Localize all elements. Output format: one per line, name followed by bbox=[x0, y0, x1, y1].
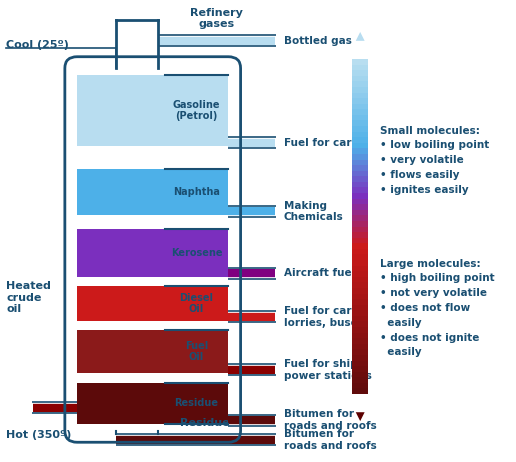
Bar bbox=[352, 338, 368, 344]
Bar bbox=[352, 299, 368, 305]
Text: Residue: Residue bbox=[174, 398, 219, 408]
Text: Refinery
gases: Refinery gases bbox=[190, 7, 243, 29]
Bar bbox=[352, 322, 368, 327]
Bar bbox=[352, 115, 368, 121]
Bar bbox=[352, 372, 368, 377]
Bar bbox=[352, 182, 368, 188]
Bar bbox=[352, 344, 368, 349]
Bar bbox=[352, 271, 368, 277]
Text: Heated
crude
oil: Heated crude oil bbox=[6, 281, 51, 314]
Bar bbox=[352, 188, 368, 193]
Bar bbox=[352, 199, 368, 204]
Text: Bitumen for
roads and roofs: Bitumen for roads and roofs bbox=[284, 409, 376, 431]
Bar bbox=[352, 103, 368, 109]
Bar bbox=[352, 65, 368, 70]
Text: Bitumen for
roads and roofs: Bitumen for roads and roofs bbox=[284, 429, 376, 451]
Bar bbox=[352, 132, 368, 137]
Bar bbox=[352, 255, 368, 260]
Bar bbox=[352, 282, 368, 288]
Bar bbox=[352, 148, 368, 154]
Bar bbox=[352, 87, 368, 92]
Bar bbox=[352, 143, 368, 148]
Bar bbox=[352, 98, 368, 103]
Bar bbox=[352, 204, 368, 210]
Bar bbox=[352, 232, 368, 238]
Bar bbox=[352, 377, 368, 383]
Bar bbox=[352, 366, 368, 372]
Bar bbox=[352, 215, 368, 221]
Bar bbox=[352, 333, 368, 338]
Bar bbox=[352, 243, 368, 249]
Bar bbox=[352, 389, 368, 394]
Text: Residue: Residue bbox=[181, 419, 230, 428]
FancyBboxPatch shape bbox=[65, 57, 240, 442]
Bar bbox=[352, 266, 368, 271]
Bar bbox=[352, 349, 368, 355]
Bar bbox=[352, 81, 368, 87]
Bar bbox=[352, 260, 368, 266]
Text: Fuel
Oil: Fuel Oil bbox=[185, 341, 208, 362]
Bar bbox=[352, 59, 368, 65]
Bar bbox=[79, 229, 165, 277]
Text: Fuel for ships,
power stations: Fuel for ships, power stations bbox=[284, 359, 372, 381]
Text: Cool (25º): Cool (25º) bbox=[6, 40, 69, 50]
Bar bbox=[77, 169, 229, 215]
Text: Small molecules:
• low boiling point
• very volatile
• flows easily
• ignites ea: Small molecules: • low boiling point • v… bbox=[380, 126, 490, 195]
Bar bbox=[352, 288, 368, 293]
Bar bbox=[352, 159, 368, 165]
Bar bbox=[352, 226, 368, 232]
Bar bbox=[352, 92, 368, 98]
Bar bbox=[77, 330, 229, 373]
Bar bbox=[352, 170, 368, 176]
Text: Gasoline
(Petrol): Gasoline (Petrol) bbox=[173, 100, 220, 122]
Bar bbox=[352, 210, 368, 215]
Bar bbox=[352, 316, 368, 322]
Bar bbox=[352, 76, 368, 81]
Bar bbox=[352, 154, 368, 159]
Bar bbox=[352, 137, 368, 143]
Bar bbox=[79, 169, 165, 215]
Text: Naphtha: Naphtha bbox=[173, 187, 220, 197]
Text: Diesel
Oil: Diesel Oil bbox=[180, 292, 214, 314]
Bar bbox=[352, 310, 368, 316]
Bar bbox=[79, 75, 165, 146]
Bar bbox=[352, 165, 368, 170]
Bar bbox=[352, 383, 368, 389]
Bar bbox=[79, 330, 165, 373]
Bar bbox=[352, 70, 368, 76]
Bar bbox=[77, 229, 229, 277]
Text: Fuel for cars: Fuel for cars bbox=[284, 138, 357, 147]
Bar bbox=[352, 305, 368, 310]
Text: Bottled gas: Bottled gas bbox=[284, 36, 351, 46]
Bar bbox=[352, 176, 368, 182]
Bar bbox=[352, 193, 368, 199]
Bar bbox=[352, 109, 368, 115]
Bar bbox=[77, 75, 229, 146]
Bar bbox=[352, 249, 368, 255]
Bar bbox=[79, 383, 165, 424]
Text: Hot (350º): Hot (350º) bbox=[6, 431, 72, 440]
Bar bbox=[352, 360, 368, 366]
Text: Fuel for cars,
lorries, buses: Fuel for cars, lorries, buses bbox=[284, 306, 363, 328]
Bar bbox=[352, 355, 368, 360]
Bar bbox=[352, 293, 368, 299]
Bar bbox=[77, 286, 229, 321]
Bar bbox=[352, 238, 368, 243]
Bar bbox=[352, 126, 368, 132]
Bar bbox=[352, 121, 368, 126]
Bar bbox=[79, 286, 165, 321]
Bar bbox=[352, 221, 368, 226]
Text: Large molecules:
• high boiling point
• not very volatile
• does not flow
  easi: Large molecules: • high boiling point • … bbox=[380, 259, 495, 358]
Bar bbox=[352, 277, 368, 282]
Bar bbox=[77, 383, 229, 424]
Bar bbox=[352, 327, 368, 333]
Text: Making
Chemicals: Making Chemicals bbox=[284, 201, 343, 222]
Bar bbox=[116, 20, 157, 73]
Text: Kerosene: Kerosene bbox=[171, 248, 222, 258]
Text: Aircraft fuel: Aircraft fuel bbox=[284, 268, 355, 278]
